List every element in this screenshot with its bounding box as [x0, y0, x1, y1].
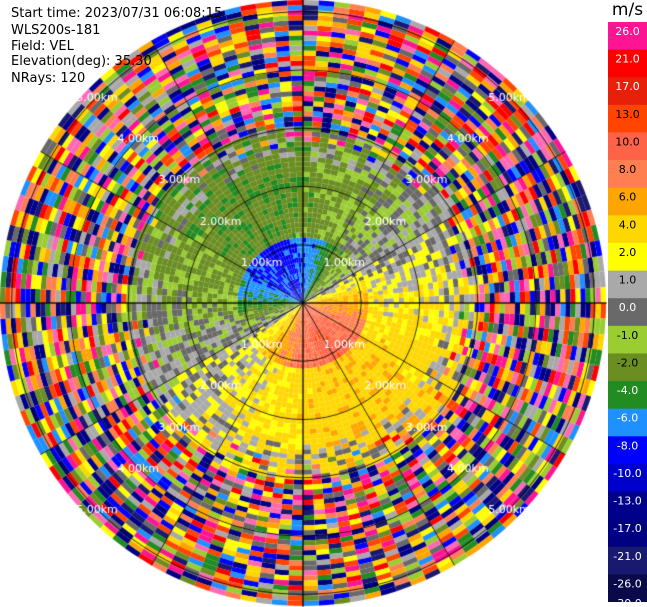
colorbar-segment — [608, 519, 647, 548]
colorbar-segment — [608, 22, 647, 51]
colorbar-segment — [608, 353, 647, 382]
nrays-label: NRays: 120 — [11, 71, 86, 86]
colorbar-tick-label: 6.0 — [619, 191, 637, 204]
colorbar-tick-label: 2.0 — [619, 246, 637, 259]
colorbar-tick-label: -1.0 — [617, 329, 638, 342]
colorbar-segment — [608, 187, 647, 216]
colorbar-tick-label: -17.0 — [613, 522, 641, 535]
colorbar-tick-label: -10.0 — [613, 467, 641, 480]
colorbar-tick-label: 1.0 — [619, 274, 637, 287]
colorbar-tick-label: -21.0 — [613, 550, 641, 563]
start-time-label: Start time: 2023/07/31 06:08:15 — [11, 6, 223, 21]
colorbar-tick-label: -30.0 — [613, 597, 641, 602]
colorbar-segment — [608, 242, 647, 272]
colorbar-tick-label: -4.0 — [617, 384, 638, 397]
colorbar-segment — [608, 298, 647, 327]
colorbar-segment — [608, 408, 647, 437]
colorbar-tick-label: -6.0 — [617, 412, 638, 425]
colorbar-tick-label: 13.0 — [615, 108, 640, 121]
colorbar-tick-label: 21.0 — [615, 53, 640, 66]
colorbar-segment — [608, 215, 647, 244]
colorbar-tick-label: -26.0 — [613, 577, 641, 590]
instrument-label: WLS200s-181 — [11, 23, 101, 38]
colorbar-tick-label: 0.0 — [619, 301, 637, 314]
colorbar-segment — [608, 491, 647, 520]
colorbar-segment — [608, 546, 647, 575]
colorbar-tick-label: 10.0 — [615, 135, 640, 148]
colorbar-segment — [608, 77, 647, 106]
colorbar-segment — [608, 132, 647, 161]
colorbar-segment — [608, 381, 647, 410]
colorbar-tick-label: 8.0 — [619, 163, 637, 176]
colorbar-tick-label: -13.0 — [613, 495, 641, 508]
velocity-colorbar: 26.0 21.0 17.0 13.0 10.0 8.0 6.0 4.0 2.0 1.0 0.0 -1… — [608, 22, 647, 602]
colorbar-segment — [608, 574, 647, 602]
colorbar-segment — [608, 160, 647, 189]
colorbar-units-label: m/s — [611, 0, 644, 20]
field-label: Field: VEL — [11, 39, 74, 54]
elevation-label: Elevation(deg): 35.30 — [11, 54, 152, 69]
colorbar-tick-label: 26.0 — [615, 25, 640, 38]
colorbar-tick-label: -8.0 — [617, 439, 638, 452]
colorbar-segment — [608, 325, 647, 354]
colorbar-tick-label: 17.0 — [615, 80, 640, 93]
colorbar-segment — [608, 270, 647, 299]
colorbar-segment — [608, 49, 647, 78]
colorbar-segment — [608, 104, 647, 133]
colorbar-tick-label: 4.0 — [619, 218, 637, 231]
colorbar-segment — [608, 436, 647, 465]
colorbar-segment — [608, 463, 647, 493]
colorbar-tick-label: -2.0 — [617, 356, 638, 369]
